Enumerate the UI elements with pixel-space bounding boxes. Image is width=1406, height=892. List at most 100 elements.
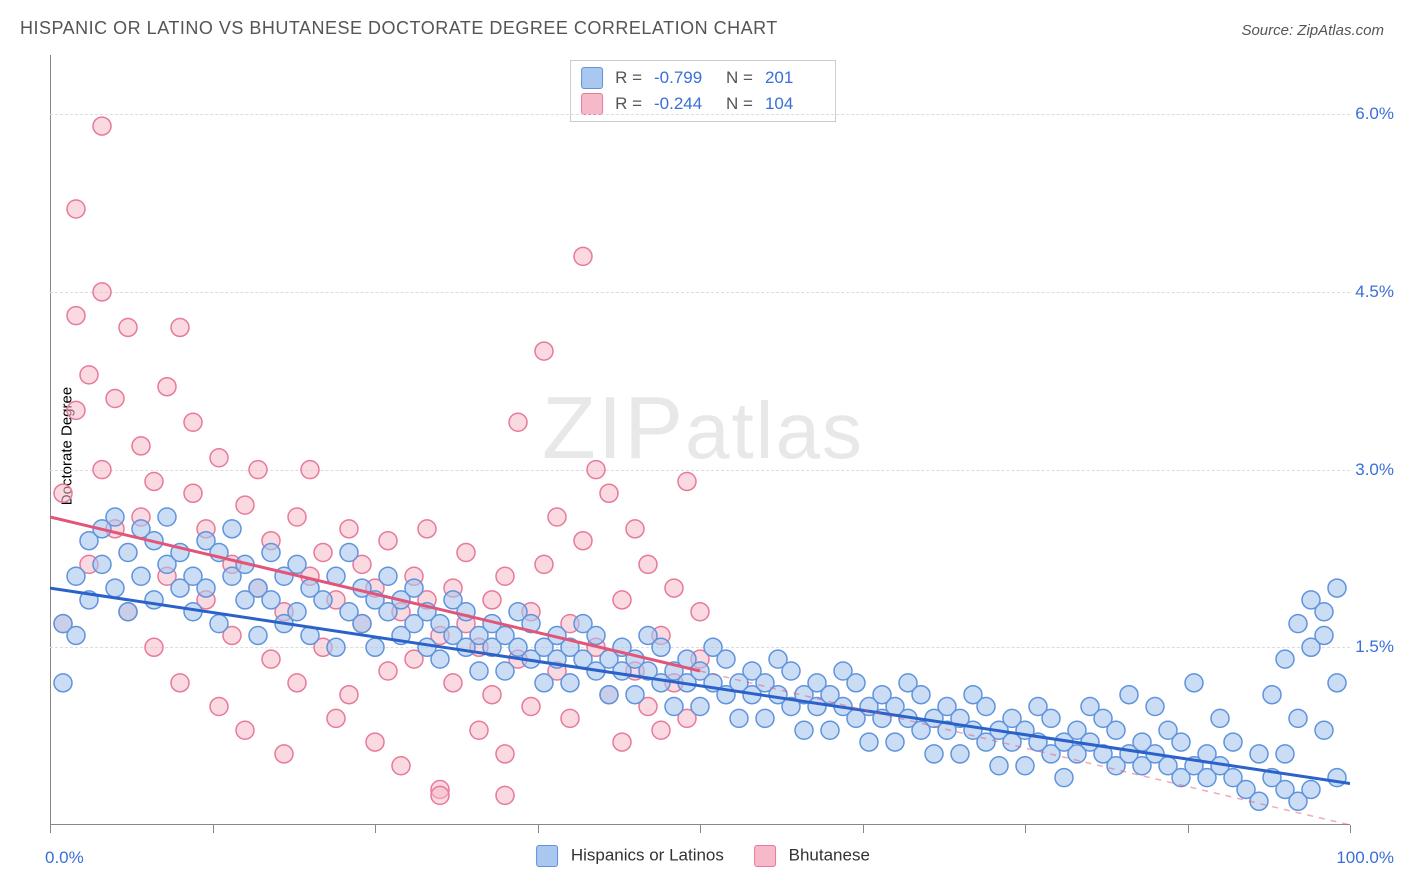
data-point — [236, 496, 254, 514]
data-point — [379, 567, 397, 585]
data-point — [535, 342, 553, 360]
data-point — [171, 674, 189, 692]
legend-swatch-icon — [754, 845, 776, 867]
data-point — [639, 555, 657, 573]
data-point — [561, 674, 579, 692]
legend-item-pink: Bhutanese — [754, 845, 870, 867]
data-point — [1276, 745, 1294, 763]
data-point — [587, 461, 605, 479]
data-point — [67, 401, 85, 419]
data-point — [392, 757, 410, 775]
data-point — [652, 638, 670, 656]
data-point — [626, 686, 644, 704]
data-point — [158, 508, 176, 526]
data-point — [886, 733, 904, 751]
data-point — [678, 472, 696, 490]
data-point — [444, 674, 462, 692]
data-point — [249, 461, 267, 479]
data-point — [210, 615, 228, 633]
data-point — [80, 366, 98, 384]
data-point — [626, 520, 644, 538]
data-point — [1302, 780, 1320, 798]
x-axis-max-label: 100.0% — [1336, 848, 1394, 868]
data-point — [1328, 579, 1346, 597]
x-tick — [1350, 825, 1351, 833]
data-point — [782, 662, 800, 680]
data-point — [210, 698, 228, 716]
data-point — [717, 650, 735, 668]
data-point — [145, 591, 163, 609]
series-legend: Hispanics or Latinos Bhutanese — [536, 845, 870, 867]
data-point — [1315, 603, 1333, 621]
data-point — [67, 307, 85, 325]
data-point — [613, 591, 631, 609]
data-point — [288, 555, 306, 573]
data-point — [1250, 745, 1268, 763]
data-point — [990, 757, 1008, 775]
data-point — [1120, 686, 1138, 704]
data-point — [730, 709, 748, 727]
data-point — [340, 544, 358, 562]
data-point — [821, 721, 839, 739]
x-tick — [375, 825, 376, 833]
data-point — [67, 567, 85, 585]
data-point — [106, 579, 124, 597]
data-point — [496, 786, 514, 804]
data-point — [93, 283, 111, 301]
data-point — [119, 544, 137, 562]
data-point — [327, 709, 345, 727]
data-point — [197, 579, 215, 597]
legend-label-blue: Hispanics or Latinos — [571, 845, 724, 864]
data-point — [912, 686, 930, 704]
data-point — [1289, 709, 1307, 727]
data-point — [600, 686, 618, 704]
data-point — [314, 544, 332, 562]
x-tick — [538, 825, 539, 833]
data-point — [158, 378, 176, 396]
x-tick — [50, 825, 51, 833]
data-point — [236, 721, 254, 739]
data-point — [483, 686, 501, 704]
data-point — [457, 544, 475, 562]
x-tick — [1025, 825, 1026, 833]
data-point — [275, 745, 293, 763]
data-point — [1185, 674, 1203, 692]
x-axis-min-label: 0.0% — [45, 848, 84, 868]
data-point — [119, 318, 137, 336]
data-point — [327, 638, 345, 656]
data-point — [470, 662, 488, 680]
data-point — [184, 413, 202, 431]
data-point — [600, 484, 618, 502]
data-point — [93, 117, 111, 135]
data-point — [1055, 769, 1073, 787]
data-point — [860, 733, 878, 751]
data-point — [431, 786, 449, 804]
data-point — [106, 508, 124, 526]
y-tick-label: 6.0% — [1355, 104, 1394, 124]
data-point — [691, 698, 709, 716]
x-tick — [700, 825, 701, 833]
data-point — [795, 721, 813, 739]
data-point — [847, 674, 865, 692]
data-point — [288, 603, 306, 621]
data-point — [548, 508, 566, 526]
data-point — [509, 413, 527, 431]
y-tick-label: 4.5% — [1355, 282, 1394, 302]
data-point — [587, 626, 605, 644]
data-point — [1211, 709, 1229, 727]
data-point — [1224, 733, 1242, 751]
data-point — [535, 555, 553, 573]
data-point — [119, 603, 137, 621]
data-point — [379, 532, 397, 550]
legend-swatch-icon — [536, 845, 558, 867]
data-point — [314, 591, 332, 609]
data-point — [262, 544, 280, 562]
x-tick — [863, 825, 864, 833]
legend-label-pink: Bhutanese — [789, 845, 870, 864]
data-point — [1328, 674, 1346, 692]
data-point — [1315, 721, 1333, 739]
data-point — [223, 520, 241, 538]
data-point — [925, 745, 943, 763]
data-point — [665, 579, 683, 597]
data-point — [288, 508, 306, 526]
